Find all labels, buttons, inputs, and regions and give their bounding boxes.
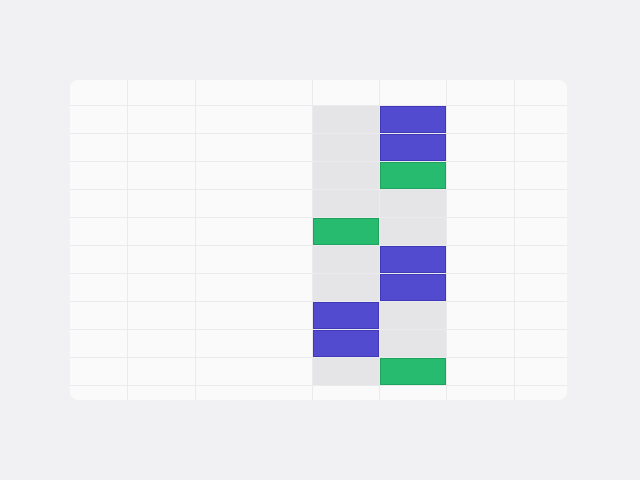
cell-empty[interactable] (515, 274, 567, 301)
cell-empty[interactable] (196, 80, 312, 105)
cell-empty[interactable] (515, 218, 567, 245)
cell-empty[interactable] (128, 302, 195, 329)
cell-blue[interactable] (313, 330, 379, 357)
cell-green[interactable] (380, 358, 446, 385)
cell-empty[interactable] (128, 80, 195, 105)
cell-gray[interactable] (313, 134, 379, 161)
cell-blue[interactable] (380, 274, 446, 301)
cell-empty[interactable] (515, 246, 567, 273)
cell-empty[interactable] (70, 358, 127, 385)
cell-empty[interactable] (196, 106, 312, 133)
cell-empty[interactable] (515, 302, 567, 329)
cell-empty[interactable] (447, 190, 514, 217)
cell-empty[interactable] (128, 358, 195, 385)
cell-empty[interactable] (515, 106, 567, 133)
cell-empty[interactable] (447, 386, 514, 400)
cell-empty[interactable] (515, 190, 567, 217)
cell-empty[interactable] (128, 162, 195, 189)
cell-empty[interactable] (196, 302, 312, 329)
cell-empty[interactable] (128, 274, 195, 301)
cell-gray[interactable] (380, 330, 446, 357)
grid-board (70, 80, 567, 400)
cell-gray[interactable] (313, 358, 379, 385)
cell-gray[interactable] (313, 246, 379, 273)
cell-empty[interactable] (70, 80, 127, 105)
cell-empty[interactable] (70, 190, 127, 217)
cell-empty[interactable] (196, 162, 312, 189)
cell-blue[interactable] (380, 246, 446, 273)
cell-empty[interactable] (447, 106, 514, 133)
cell-empty[interactable] (447, 302, 514, 329)
cell-empty[interactable] (70, 274, 127, 301)
cell-empty[interactable] (128, 106, 195, 133)
cell-empty[interactable] (128, 246, 195, 273)
cell-green[interactable] (380, 162, 446, 189)
cell-empty[interactable] (447, 80, 514, 105)
cell-empty[interactable] (515, 330, 567, 357)
cell-gray[interactable] (313, 274, 379, 301)
cell-empty[interactable] (196, 274, 312, 301)
cell-green[interactable] (313, 218, 379, 245)
cell-empty[interactable] (447, 162, 514, 189)
cell-empty[interactable] (196, 358, 312, 385)
cell-empty[interactable] (515, 358, 567, 385)
cell-empty[interactable] (70, 106, 127, 133)
cell-empty[interactable] (196, 218, 312, 245)
cell-empty[interactable] (313, 386, 379, 400)
cell-empty[interactable] (128, 218, 195, 245)
cell-empty[interactable] (70, 246, 127, 273)
cell-empty[interactable] (128, 134, 195, 161)
cell-blue[interactable] (380, 134, 446, 161)
cell-empty[interactable] (380, 386, 446, 400)
cell-empty[interactable] (70, 134, 127, 161)
cell-empty[interactable] (447, 330, 514, 357)
cell-blue[interactable] (380, 106, 446, 133)
cell-empty[interactable] (515, 386, 567, 400)
cell-empty[interactable] (196, 134, 312, 161)
cell-empty[interactable] (447, 358, 514, 385)
cell-empty[interactable] (380, 80, 446, 105)
cell-empty[interactable] (70, 386, 127, 400)
cell-gray[interactable] (380, 218, 446, 245)
cell-gray[interactable] (380, 190, 446, 217)
cell-gray[interactable] (313, 106, 379, 133)
cell-empty[interactable] (70, 330, 127, 357)
cell-gray[interactable] (313, 190, 379, 217)
cell-empty[interactable] (196, 190, 312, 217)
cell-empty[interactable] (196, 386, 312, 400)
cell-empty[interactable] (70, 302, 127, 329)
cell-empty[interactable] (313, 80, 379, 105)
cell-empty[interactable] (196, 330, 312, 357)
cell-gray[interactable] (313, 162, 379, 189)
cell-blue[interactable] (313, 302, 379, 329)
cell-empty[interactable] (515, 80, 567, 105)
cell-empty[interactable] (515, 162, 567, 189)
cell-empty[interactable] (447, 246, 514, 273)
cell-empty[interactable] (447, 134, 514, 161)
cell-empty[interactable] (515, 134, 567, 161)
cell-empty[interactable] (447, 218, 514, 245)
cell-empty[interactable] (128, 330, 195, 357)
cell-empty[interactable] (70, 218, 127, 245)
cell-empty[interactable] (128, 190, 195, 217)
cell-gray[interactable] (380, 302, 446, 329)
cell-empty[interactable] (196, 246, 312, 273)
cell-empty[interactable] (128, 386, 195, 400)
cell-empty[interactable] (70, 162, 127, 189)
cell-empty[interactable] (447, 274, 514, 301)
